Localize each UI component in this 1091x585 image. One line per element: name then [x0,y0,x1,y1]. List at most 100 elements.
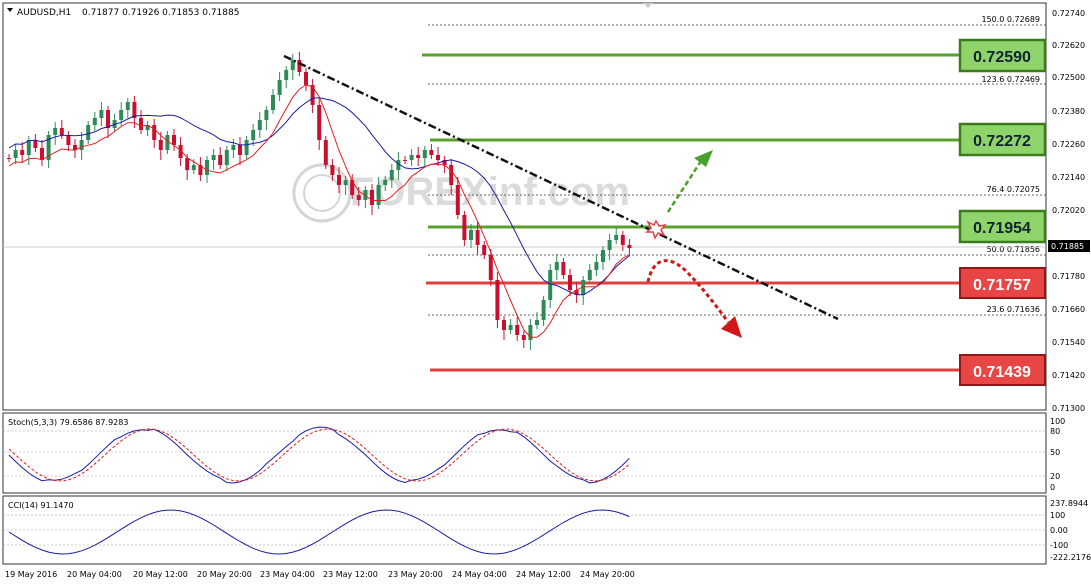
candle-body [264,110,269,120]
svg-text:23 May 12:00: 23 May 12:00 [323,570,378,579]
candle-body [515,325,520,335]
candle-body [389,170,394,180]
stochastic-indicator[interactable]: Stoch(5,3,3) 79.6586 87.9283 100 80 50 2… [3,417,1065,492]
candle-body [416,155,421,158]
level-box[interactable]: 0.71954 [958,209,1047,244]
svg-text:20 May 12:00: 20 May 12:00 [133,570,188,579]
candle-body [297,60,302,72]
candle-body [554,262,559,270]
shift-marker-icon[interactable] [643,3,653,8]
candle-body [119,110,124,120]
candle-body [191,165,196,170]
arrow-down-icon [721,316,742,338]
svg-text:24 May 20:00: 24 May 20:00 [580,570,635,579]
chart-header: AUDUSD,H1 0.71877 0.71926 0.71853 0.7188… [7,8,239,18]
time-axis[interactable]: 19 May 2016 20 May 04:00 20 May 12:00 20… [5,570,635,579]
candle-body [125,102,130,110]
svg-text:0.72500: 0.72500 [1052,73,1085,82]
candle-body [132,102,137,118]
level-box[interactable]: 0.72590 [958,38,1047,73]
candle-body [251,130,256,140]
candle-body [495,280,500,320]
svg-text:-100: -100 [1050,541,1068,550]
svg-text:100: 100 [1050,511,1065,520]
svg-text:237.8944: 237.8944 [1050,499,1088,508]
candle-body [257,120,262,130]
candle-body [548,270,553,300]
bearish-scenario-arrow [646,259,742,338]
candle-body [482,245,487,255]
candle-body [277,80,282,95]
svg-text:0: 0 [1050,483,1055,492]
candle-body [310,85,315,105]
candle-body [26,140,31,155]
candle-body [614,235,619,240]
svg-text:-222.2176: -222.2176 [1050,553,1091,562]
candle-body [271,95,275,110]
sr-levels[interactable] [422,53,960,372]
stoch-pane[interactable] [2,412,1047,494]
candle-body [13,150,18,158]
svg-text:0.72590: 0.72590 [973,49,1031,66]
cci-line [8,509,630,555]
svg-text:20 May 04:00: 20 May 04:00 [67,570,122,579]
stoch-main-line [8,426,630,484]
candlestick-series[interactable] [7,52,632,350]
svg-text:100: 100 [1050,417,1065,426]
dropdown-arrow-icon[interactable] [7,8,13,12]
candle-body [205,160,209,175]
arrow-up-icon [694,150,713,167]
fibo-label: 150.0 0.72689 [981,15,1040,24]
svg-text:20: 20 [1050,472,1060,481]
candle-body [198,165,203,175]
svg-text:0.72380: 0.72380 [1052,107,1085,116]
candle-body [290,60,295,70]
candle-body [40,148,44,160]
candle-body [620,235,625,245]
candle-body [79,140,84,150]
svg-text:19 May 2016: 19 May 2016 [5,570,57,579]
candle-body [7,158,11,159]
fibonacci-levels[interactable]: 150.0 0.72689 123.6 0.72469 76.4 0.72075… [428,15,1046,316]
trendline[interactable] [283,54,839,321]
candle-body [165,135,170,150]
fibo-label: 23.6 0.71636 [987,305,1040,314]
candle-body [211,155,216,160]
candle-body [350,180,355,195]
svg-text:50: 50 [1050,448,1060,457]
candle-body [422,150,427,158]
candle-body [521,335,526,340]
level-box[interactable]: 0.71757 [959,267,1046,299]
stoch-signal-line [8,428,630,482]
candle-body [581,280,586,295]
level-box[interactable]: 0.72272 [958,122,1047,157]
candle-body [587,270,592,280]
candle-body [145,125,150,130]
svg-text:20 May 20:00: 20 May 20:00 [197,570,252,579]
candle-body [33,140,38,148]
candle-body [139,118,143,130]
fibo-label: 50.0 0.71856 [987,245,1040,254]
stoch-title: Stoch(5,3,3) 79.6586 87.9283 [8,418,128,427]
candle-body [429,150,434,155]
moving-average-red [8,84,630,338]
main-price-pane[interactable] [2,2,1047,411]
price-axis[interactable]: 0.72740 0.72620 0.72500 0.72380 0.72260 … [1048,9,1090,413]
candle-body [106,110,110,128]
svg-text:0.72140: 0.72140 [1052,173,1085,182]
candle-body [46,135,51,160]
candle-body [475,230,480,245]
candle-body [99,110,104,118]
candle-body [383,180,388,185]
candle-body [218,155,223,165]
ohlc-values: 0.71877 0.71926 0.71853 0.71885 [82,8,239,18]
candle-body [403,160,407,161]
cci-indicator[interactable]: CCI(14) 91.1470 237.8944 100 0.00 -100 -… [3,499,1091,562]
candle-body [442,160,447,165]
candle-body [469,230,473,240]
current-price-text: 0.71885 [1051,242,1084,251]
breakout-star-icon [645,219,667,240]
level-box[interactable]: 0.71439 [959,354,1046,386]
svg-text:23 May 20:00: 23 May 20:00 [388,570,443,579]
